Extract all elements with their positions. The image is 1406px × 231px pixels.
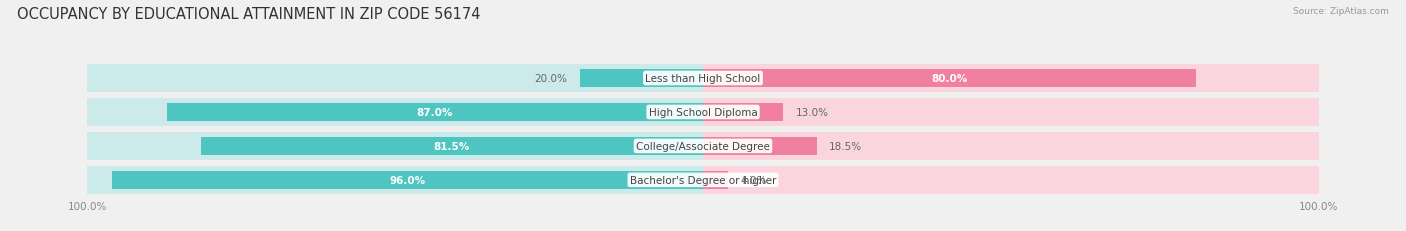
Text: 18.5%: 18.5% xyxy=(830,141,862,151)
Bar xyxy=(111,171,703,189)
Bar xyxy=(703,104,783,121)
Text: Bachelor's Degree or higher: Bachelor's Degree or higher xyxy=(630,175,776,185)
Bar xyxy=(703,132,1319,160)
Bar xyxy=(87,132,703,160)
Text: College/Associate Degree: College/Associate Degree xyxy=(636,141,770,151)
Bar xyxy=(87,99,703,126)
Bar xyxy=(87,166,703,194)
Bar xyxy=(703,171,728,189)
Text: 20.0%: 20.0% xyxy=(534,74,568,84)
Text: 87.0%: 87.0% xyxy=(416,107,453,117)
Text: 96.0%: 96.0% xyxy=(389,175,426,185)
Bar xyxy=(703,70,1195,88)
Text: 80.0%: 80.0% xyxy=(931,74,967,84)
Text: 4.0%: 4.0% xyxy=(740,175,766,185)
Bar xyxy=(201,137,703,155)
Text: 81.5%: 81.5% xyxy=(434,141,470,151)
Text: 13.0%: 13.0% xyxy=(796,107,828,117)
Bar xyxy=(703,137,817,155)
Bar xyxy=(167,104,703,121)
Text: OCCUPANCY BY EDUCATIONAL ATTAINMENT IN ZIP CODE 56174: OCCUPANCY BY EDUCATIONAL ATTAINMENT IN Z… xyxy=(17,7,481,22)
Text: High School Diploma: High School Diploma xyxy=(648,107,758,117)
Text: Less than High School: Less than High School xyxy=(645,74,761,84)
Bar xyxy=(87,65,703,92)
Bar xyxy=(579,70,703,88)
Text: Source: ZipAtlas.com: Source: ZipAtlas.com xyxy=(1294,7,1389,16)
Bar xyxy=(703,166,1319,194)
Bar xyxy=(703,99,1319,126)
Bar xyxy=(703,65,1319,92)
